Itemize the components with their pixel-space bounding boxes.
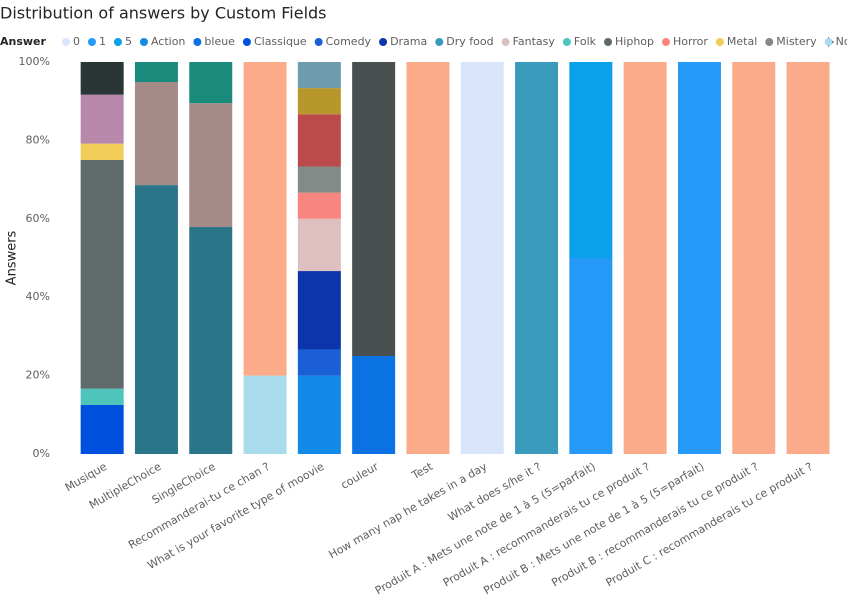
bar-segment [297,88,341,115]
y-axis-title: Answers [5,230,20,285]
legend-marker [715,38,724,46]
legend-marker [604,38,613,46]
y-tick-label: 100% [19,55,50,68]
legend-marker [662,38,671,46]
bar-segment [297,349,341,376]
bar-segment [189,103,233,228]
bar-segment [80,405,124,454]
bar-segment [189,227,233,454]
bar-segment [786,62,830,454]
legend-label: Drama [390,35,427,48]
legend-label: Comedy [326,35,372,48]
bar-segment [80,62,124,95]
legend-marker [824,38,833,46]
bar-segment [677,62,721,454]
legend-marker [61,38,70,46]
bar-segment [352,62,396,356]
bar-segment [569,258,613,454]
bar-segment [134,185,178,454]
bar-segment [297,192,341,219]
bar-segment [297,218,341,272]
bar-segment [732,62,776,454]
legend-marker [765,38,774,46]
bar-segment [623,62,667,454]
bar-segment [80,94,124,144]
legend-label: Classique [254,35,307,48]
bar-segment [297,114,341,167]
legend-marker [562,38,571,46]
bar-segment [406,62,450,454]
bar-segment [460,62,504,454]
legend-label: 0 [73,35,80,48]
legend-marker [87,38,96,46]
bar-segment [297,61,341,89]
legend-marker [242,38,251,46]
legend-marker [193,38,202,46]
bar-segment [515,62,559,454]
legend-marker [139,38,148,46]
bar-segment [352,356,396,454]
legend-label: 5 [125,35,132,48]
legend-marker [314,38,323,46]
x-tick-label: Musique [63,460,110,494]
legend-marker [379,38,388,46]
x-tick-label: couleur [339,460,381,492]
bar-segment [134,62,178,82]
bar-segment [297,166,341,193]
legend-label: Action [151,35,185,48]
y-tick-label: 0% [33,447,50,460]
legend-label: Non [836,35,847,48]
legend-title: Answer [0,35,47,48]
legend-label: Metal [727,35,757,48]
bar-segment [80,160,124,389]
y-tick-label: 20% [26,369,50,382]
y-tick-label: 40% [26,290,50,303]
bar-segment [80,388,124,405]
bar-segment [243,375,287,454]
legend-label: Hiphop [615,35,654,48]
bar-segment [297,271,341,350]
legend-marker [435,38,444,46]
chart-title: Distribution of answers by Custom Fields [0,4,327,23]
legend-label: bleue [204,35,235,48]
x-tick-label: Test [409,460,436,483]
legend-label: 1 [99,35,106,48]
legend-label: Folk [574,35,597,48]
y-tick-label: 60% [26,212,50,225]
bar-segment [569,62,613,258]
legend-label: Mistery [776,35,817,48]
bar-segment [297,375,341,454]
legend-label: Horror [673,35,708,48]
legend-label: Dry food [446,35,493,48]
bar-segment [189,62,233,104]
legend-marker [113,38,122,46]
legend-label: Fantasy [513,35,556,48]
x-tick-label: What does s/he it ? [446,460,544,524]
bar-segment [134,81,178,186]
bar-segment [80,143,124,160]
legend-marker [501,38,510,46]
y-tick-label: 80% [26,133,50,146]
bar-segment [243,62,287,376]
